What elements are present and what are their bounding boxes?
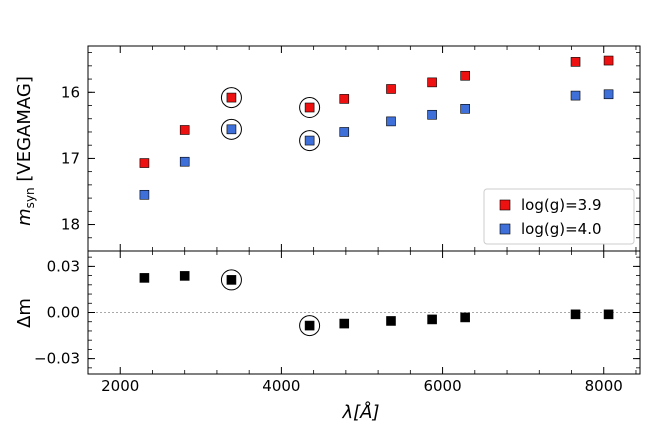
delta-m-point xyxy=(304,320,315,331)
x-tick-label: 6000 xyxy=(423,377,461,395)
logg-4.0-point xyxy=(339,127,350,137)
highlight-circle xyxy=(299,130,321,152)
logg-3.9-point xyxy=(603,55,614,66)
delta-m-point xyxy=(460,312,470,323)
y-tick-label: 16 xyxy=(61,83,80,101)
delta-m-point xyxy=(570,309,581,320)
x-tick-label: 4000 xyxy=(262,377,300,395)
top-y-axis-label: msyn [VEGAMAG] xyxy=(14,76,37,226)
logg-3.9-point xyxy=(139,158,150,168)
y-tick-label: 18 xyxy=(61,216,80,234)
logg-4.0-point xyxy=(304,135,315,146)
highlight-circle xyxy=(220,87,242,109)
logg-3.9-point xyxy=(179,125,190,135)
delta-m-point xyxy=(139,273,150,283)
bottom-y-axis-label: Δm xyxy=(14,298,35,328)
legend: log(g)=3.9 log(g)=4.0 xyxy=(483,188,635,245)
x-tick-label: 2000 xyxy=(101,377,139,395)
legend-box xyxy=(483,188,635,245)
logg-3.9-point xyxy=(226,92,237,103)
legend-marker xyxy=(499,199,511,211)
delta-m-point xyxy=(226,275,237,285)
x-tick-label: 8000 xyxy=(585,377,623,395)
y-tick-label: −0.03 xyxy=(34,350,80,368)
logg-3.9-point xyxy=(304,102,315,113)
highlight-circle xyxy=(299,315,321,337)
legend-marker xyxy=(499,223,511,235)
delta-m-point xyxy=(603,309,614,320)
logg-3.9-point xyxy=(570,57,581,67)
logg-3.9-point xyxy=(386,84,396,94)
delta-m-point xyxy=(427,314,437,325)
y-tick-label: 0.03 xyxy=(47,257,80,275)
logg-4.0-point xyxy=(386,116,396,127)
logg-4.0-point xyxy=(570,90,581,101)
delta-m-point xyxy=(179,271,190,281)
logg-4.0-point xyxy=(226,124,237,135)
bottom-panel: 0.03 0.00 −0.03 2000 4000 6000 8000 xyxy=(34,250,641,395)
delta-m-point xyxy=(339,318,350,329)
logg-3.9-point xyxy=(460,70,470,81)
logg-3.9-point xyxy=(339,94,350,104)
axis-labels: msyn [VEGAMAG] Δm λ[Å] xyxy=(14,76,380,423)
logg-3.9-point xyxy=(427,77,437,88)
highlight-circle xyxy=(299,97,321,118)
logg-4.0-point xyxy=(139,189,150,200)
top-panel: 16 17 18 log(g)=3.9 log(g)=4.0 xyxy=(61,45,641,252)
legend-label: log(g)=3.9 xyxy=(521,196,602,214)
x-axis-label: λ[Å] xyxy=(341,401,379,423)
logg-4.0-point xyxy=(427,109,437,120)
legend-label: log(g)=4.0 xyxy=(521,220,602,238)
y-tick-label: 17 xyxy=(61,149,80,167)
logg-4.0-point xyxy=(179,156,190,167)
highlight-circle xyxy=(220,269,242,291)
logg-4.0-point xyxy=(603,89,614,100)
highlight-circle xyxy=(220,118,242,140)
y-tick-label: 0.00 xyxy=(47,304,80,322)
logg-4.0-point xyxy=(460,104,470,114)
delta-m-point xyxy=(386,316,396,326)
